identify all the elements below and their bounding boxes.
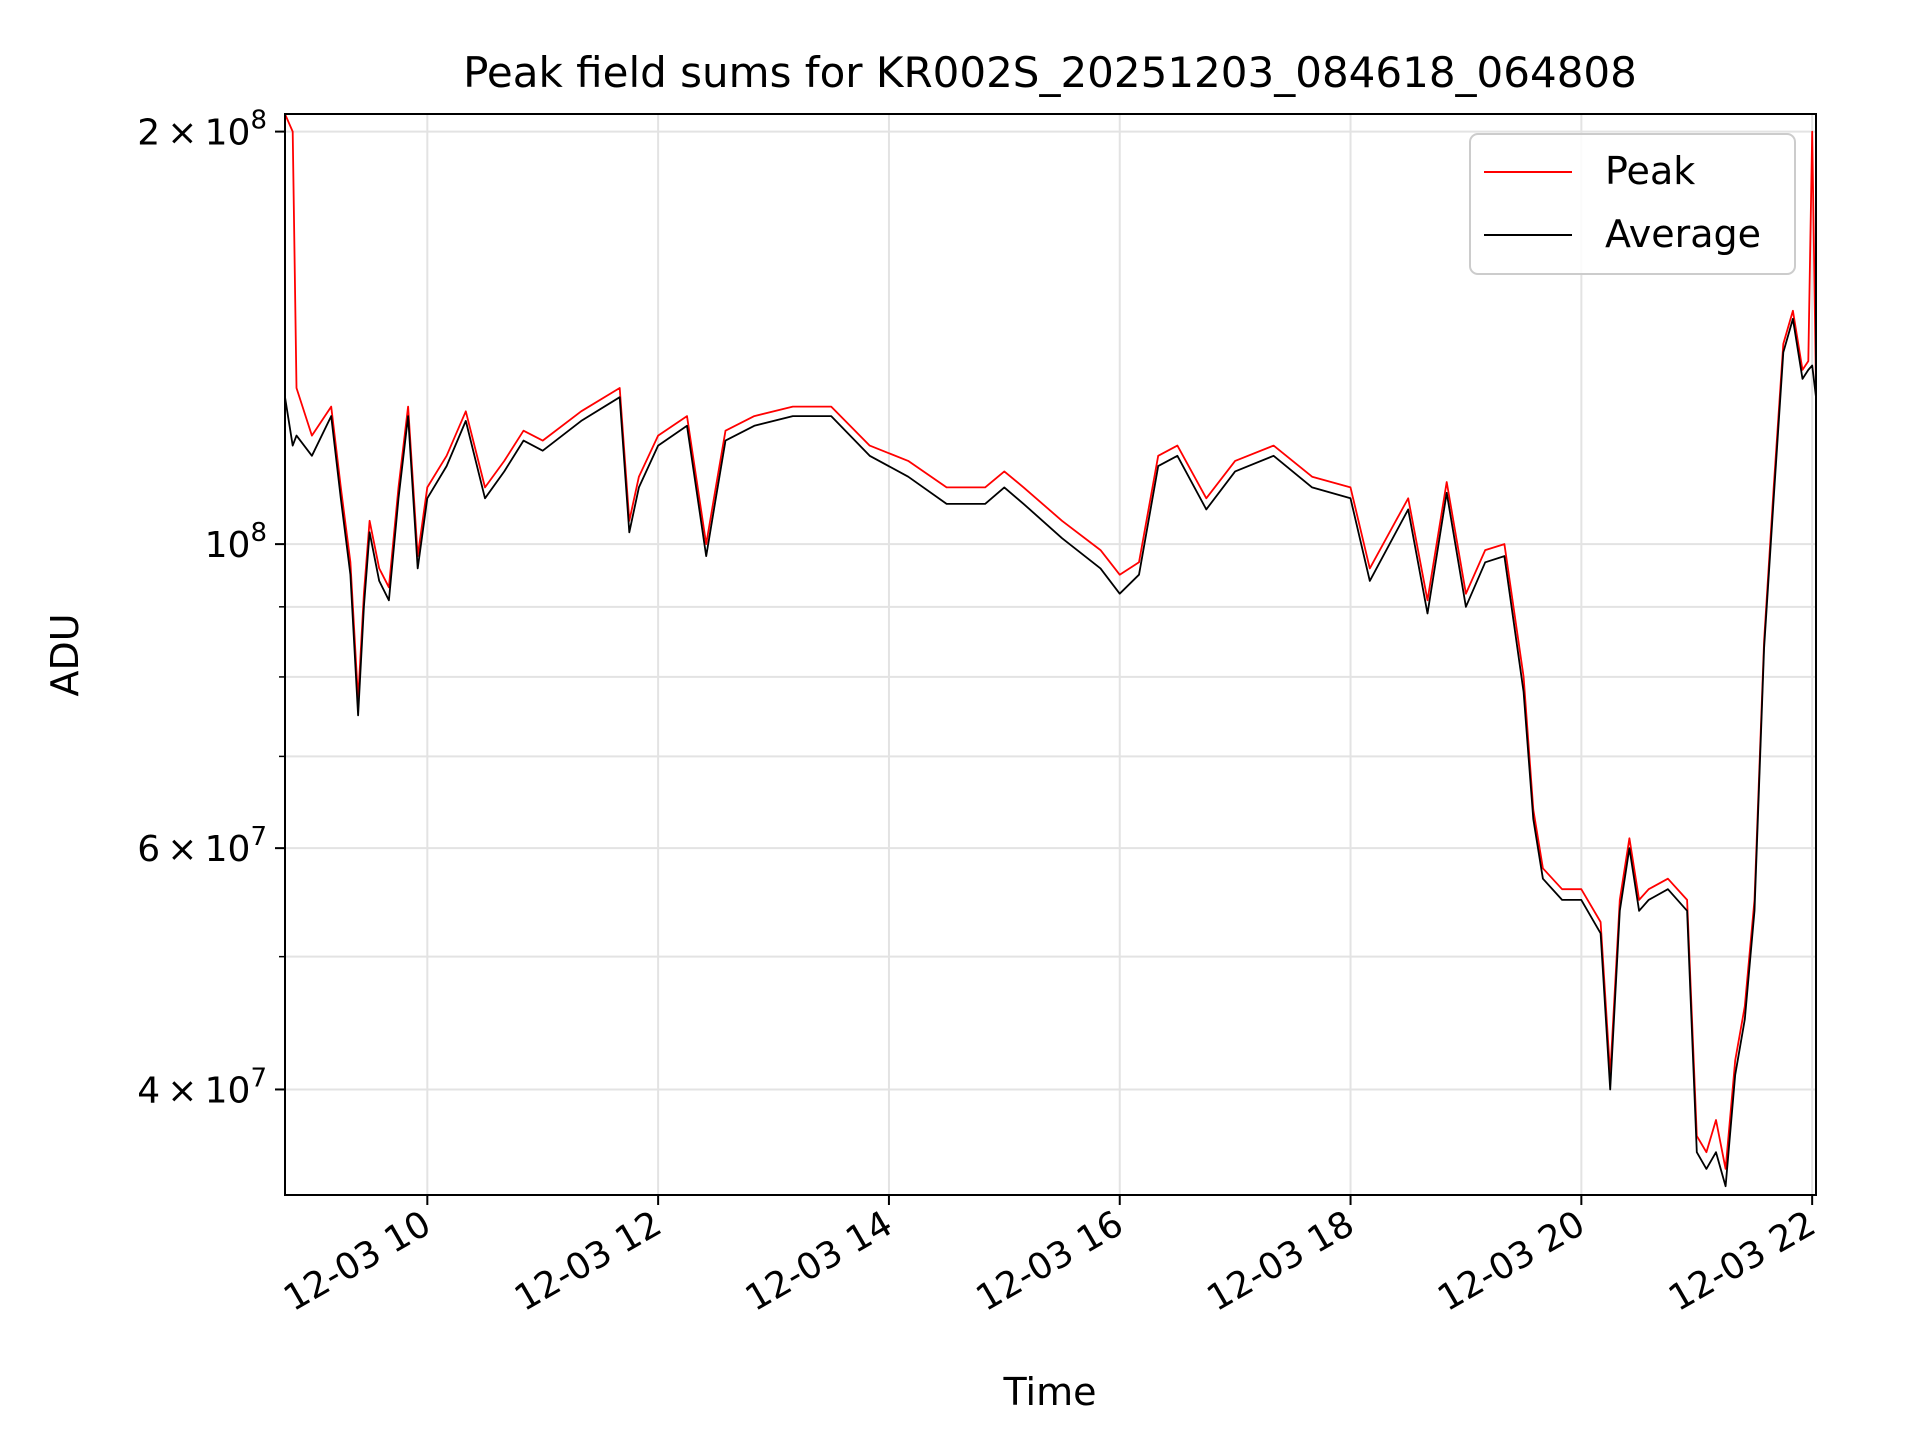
y-tick-label: 4 × 107 [137,1063,267,1111]
chart-title: Peak field sums for KR002S_20251203_0846… [463,48,1637,97]
legend-label-average: Average [1605,212,1761,256]
y-tick-label: 6 × 107 [137,822,267,870]
y-tick-label: 2 × 108 [137,106,267,154]
series-layer [285,114,1816,1188]
x-axis-label: Time [1003,1370,1097,1414]
y-axis-label: ADU [43,613,87,696]
legend-box [1469,133,1796,275]
y-tick-label: 108 [205,518,267,566]
legend: Peak Average [1469,133,1796,275]
legend-label-peak: Peak [1605,149,1695,193]
grid [285,114,1816,1195]
series-line-average [285,317,1816,1188]
plot-frame [284,113,1817,1196]
